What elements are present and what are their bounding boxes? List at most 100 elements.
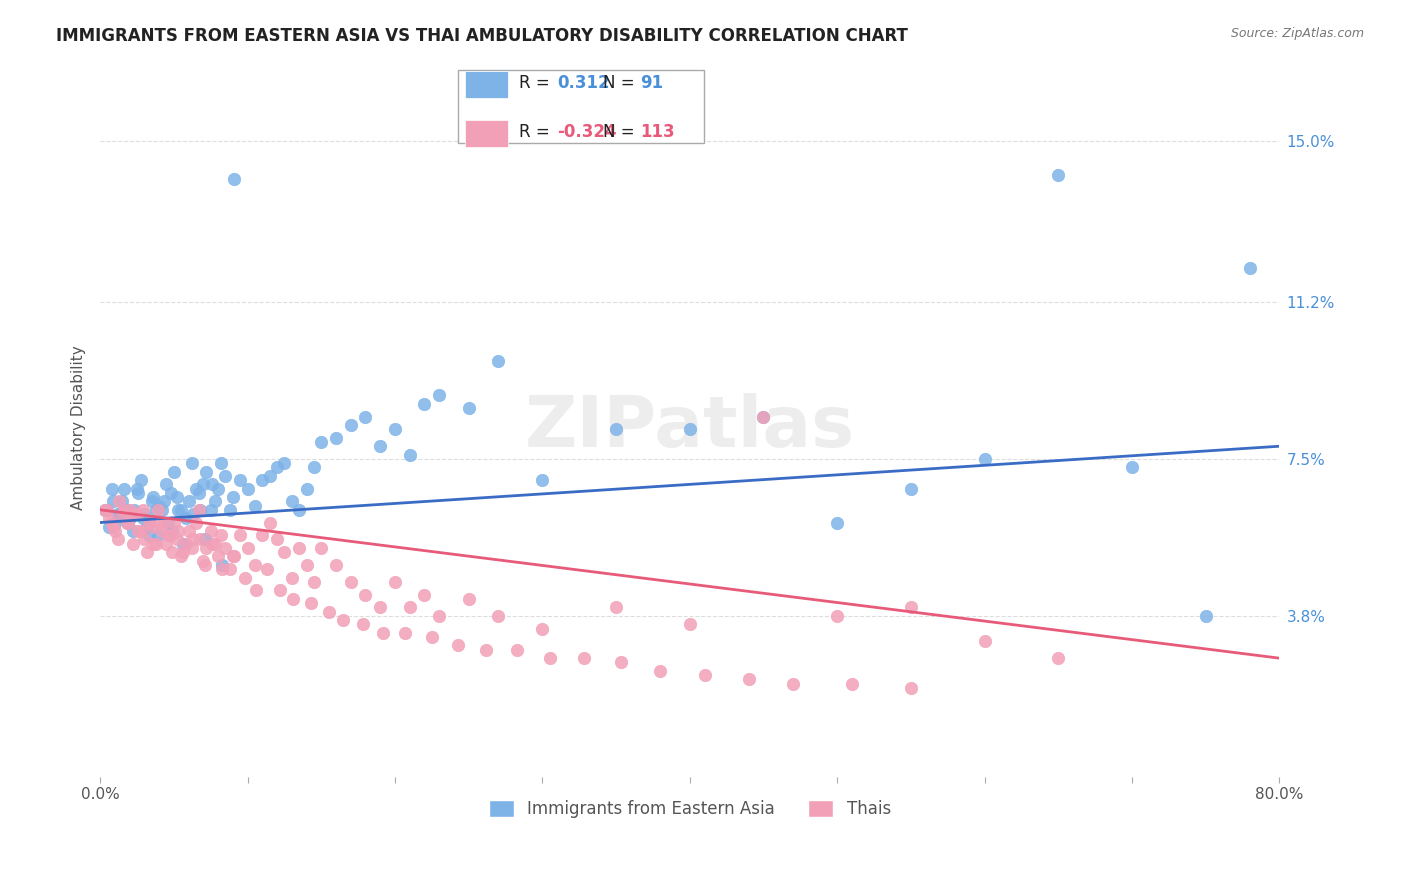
Point	[132, 503, 155, 517]
Point	[1047, 168, 1070, 182]
Point	[125, 507, 148, 521]
Point	[131, 473, 153, 487]
Point	[273, 456, 295, 470]
Point	[180, 541, 202, 555]
Point	[115, 516, 138, 530]
Point	[214, 469, 236, 483]
Point	[101, 516, 124, 530]
Point	[398, 600, 420, 615]
Text: 113: 113	[640, 123, 675, 141]
Point	[117, 516, 139, 530]
Point	[142, 537, 165, 551]
Point	[118, 511, 141, 525]
Point	[193, 554, 215, 568]
Point	[738, 673, 761, 687]
Point	[339, 417, 361, 432]
Point	[609, 656, 631, 670]
Point	[204, 537, 226, 551]
Point	[900, 482, 922, 496]
Point	[190, 533, 212, 547]
Point	[118, 503, 141, 517]
Point	[207, 482, 229, 496]
Point	[332, 613, 354, 627]
Point	[373, 625, 395, 640]
Point	[486, 608, 509, 623]
Point	[174, 537, 197, 551]
Point	[457, 401, 479, 415]
Point	[184, 482, 207, 496]
Point	[195, 465, 218, 479]
Point	[973, 452, 995, 467]
Point	[427, 388, 450, 402]
Point	[245, 583, 267, 598]
Point	[538, 651, 561, 665]
Point	[413, 397, 436, 411]
Point	[1239, 261, 1261, 276]
Point	[127, 524, 149, 538]
Point	[457, 591, 479, 606]
Point	[200, 503, 222, 517]
Point	[782, 676, 804, 690]
Point	[93, 503, 115, 517]
Point	[506, 642, 529, 657]
Point	[354, 588, 377, 602]
Point	[107, 507, 129, 521]
Point	[108, 494, 131, 508]
Point	[1195, 608, 1218, 623]
Point	[236, 482, 259, 496]
Point	[177, 524, 200, 538]
Point	[236, 541, 259, 555]
Point	[145, 537, 167, 551]
Point	[108, 507, 131, 521]
Point	[155, 537, 177, 551]
Point	[413, 588, 436, 602]
Point	[299, 596, 322, 610]
Point	[162, 545, 184, 559]
Point	[107, 533, 129, 547]
Point	[259, 469, 281, 483]
Point	[269, 583, 291, 598]
Point	[104, 516, 127, 530]
Point	[302, 574, 325, 589]
Text: IMMIGRANTS FROM EASTERN ASIA VS THAI AMBULATORY DISABILITY CORRELATION CHART: IMMIGRANTS FROM EASTERN ASIA VS THAI AMB…	[56, 27, 908, 45]
Point	[160, 528, 183, 542]
Text: 0.312: 0.312	[557, 74, 609, 92]
Point	[138, 516, 160, 530]
Point	[170, 503, 193, 517]
Point	[152, 516, 174, 530]
Point	[229, 528, 252, 542]
Point	[752, 409, 775, 424]
Point	[122, 507, 145, 521]
Point	[187, 503, 209, 517]
Point	[111, 507, 134, 521]
Point	[132, 511, 155, 525]
Point	[679, 422, 702, 436]
Point	[96, 503, 118, 517]
Point	[181, 507, 204, 521]
Point	[98, 520, 121, 534]
Point	[252, 528, 274, 542]
Point	[243, 499, 266, 513]
Point	[900, 681, 922, 695]
Point	[204, 494, 226, 508]
Text: Source: ZipAtlas.com: Source: ZipAtlas.com	[1230, 27, 1364, 40]
Point	[283, 591, 305, 606]
Point	[841, 676, 863, 690]
Point	[160, 486, 183, 500]
Point	[156, 516, 179, 530]
Point	[243, 558, 266, 572]
Point	[209, 528, 232, 542]
Point	[172, 545, 194, 559]
Point	[1121, 460, 1143, 475]
Point	[166, 490, 188, 504]
Text: -0.324: -0.324	[557, 123, 616, 141]
Point	[693, 668, 716, 682]
Point	[318, 605, 340, 619]
Point	[134, 507, 156, 521]
Point	[273, 545, 295, 559]
Point	[187, 486, 209, 500]
Point	[180, 456, 202, 470]
Text: R =: R =	[519, 123, 555, 141]
Point	[825, 516, 848, 530]
Point	[195, 541, 218, 555]
